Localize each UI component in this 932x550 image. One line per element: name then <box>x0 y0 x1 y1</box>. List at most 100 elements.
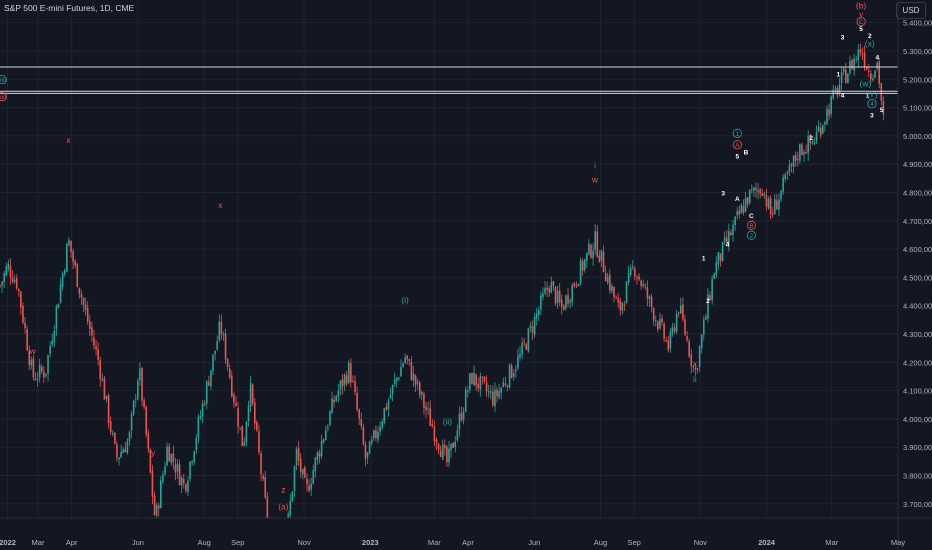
candle-body <box>118 457 120 460</box>
candle-body <box>427 408 429 410</box>
candle-body <box>471 373 473 385</box>
candle-body <box>725 237 728 243</box>
wave-label: C <box>749 213 754 220</box>
candle-body <box>512 373 515 377</box>
candle-body <box>646 286 649 299</box>
candle-body <box>299 458 302 473</box>
wave-label: z <box>281 485 285 495</box>
candle-body <box>464 389 467 412</box>
candle-body <box>57 303 60 308</box>
candle-body <box>222 334 225 336</box>
candle-body <box>164 466 166 475</box>
candle-body <box>880 83 883 101</box>
candle-body <box>339 380 342 390</box>
time-tick-label: 2024 <box>758 538 776 547</box>
wave-label: (iii) <box>0 78 6 84</box>
candle-body <box>466 390 469 392</box>
candle-body <box>692 366 695 368</box>
wave-label: 2 <box>868 33 872 40</box>
wave-label: (w) <box>860 78 872 88</box>
candle-body <box>253 402 256 424</box>
candle-body <box>111 433 114 435</box>
candle-body <box>556 290 559 304</box>
candle-body <box>469 373 471 390</box>
candle-body <box>51 340 54 345</box>
candle-body <box>120 451 122 458</box>
candle-body <box>193 451 196 462</box>
candle-body <box>778 199 780 210</box>
candle-body <box>297 448 300 461</box>
candle-body <box>385 406 388 410</box>
candle-body <box>805 152 807 154</box>
candle-body <box>715 262 718 276</box>
candle-body <box>95 345 97 350</box>
candle-body <box>625 281 628 304</box>
wave-label: B <box>749 224 753 230</box>
candle-body <box>444 445 446 449</box>
candle-body <box>650 296 653 308</box>
candle-body <box>817 126 820 132</box>
candle-body <box>157 505 160 509</box>
candle-body <box>577 283 580 287</box>
candle-body <box>308 485 310 492</box>
candle-body <box>400 366 402 377</box>
wave-label: 4 <box>870 102 874 108</box>
candle-body <box>381 421 383 428</box>
candle-body <box>623 304 626 306</box>
wave-label: 1 <box>866 93 870 100</box>
price-tick-label: 4.500,00 <box>903 273 932 282</box>
wave-label: (ii) <box>443 417 453 427</box>
candle-body <box>525 344 528 350</box>
candle-body <box>540 295 542 310</box>
candle-body <box>241 425 244 447</box>
candle-body <box>855 58 858 60</box>
candle-body <box>609 274 611 291</box>
candle-body <box>226 358 229 368</box>
candle-body <box>590 244 592 258</box>
candle-body <box>116 444 118 458</box>
candle-body <box>231 375 233 397</box>
candle-body <box>258 431 260 453</box>
candle-body <box>598 255 601 262</box>
candle-body <box>55 306 58 330</box>
candle-body <box>489 391 492 393</box>
candle-body <box>788 165 791 173</box>
price-axis[interactable]: 3.700,00 3.800,00 3.900,00 4.000,00 4.100,00… <box>898 0 932 550</box>
candle-body <box>103 378 106 400</box>
candle-body <box>320 440 323 457</box>
candle-body <box>437 443 440 451</box>
wave-label-circle <box>746 230 757 240</box>
candle-body <box>418 382 421 395</box>
chart-title: S&P 500 E-mini Futures, 1D, CME <box>4 3 135 13</box>
candle-body <box>239 427 241 429</box>
candle-body <box>352 381 354 383</box>
candle-body <box>832 89 835 99</box>
currency-button[interactable]: USD <box>896 2 926 19</box>
candle-body <box>515 369 517 372</box>
candle-body <box>642 284 645 286</box>
candle-body <box>736 211 738 216</box>
candle-body <box>354 381 356 392</box>
wave-label-circle <box>746 220 757 230</box>
candle-body <box>132 400 135 415</box>
candle-body <box>661 318 663 323</box>
candle-body <box>542 293 544 298</box>
wave-label-circle <box>732 128 742 138</box>
candle-body <box>675 313 678 333</box>
candle-body <box>91 326 93 336</box>
candle-body <box>876 62 878 69</box>
candle-body <box>350 363 352 383</box>
candle-body <box>302 469 304 475</box>
candle-body <box>819 127 822 136</box>
wave-label: 2 <box>706 298 710 305</box>
candle-body <box>508 364 511 388</box>
candle-body <box>504 383 507 386</box>
time-tick-label: Mar <box>428 538 441 547</box>
candle-body <box>776 200 778 210</box>
wave-label: y <box>151 448 156 458</box>
candle-body <box>410 361 413 381</box>
horizontal-lines[interactable]: 5.157,7513:58:275.243,505.150,00 <box>0 61 932 105</box>
candle-body <box>76 263 79 287</box>
